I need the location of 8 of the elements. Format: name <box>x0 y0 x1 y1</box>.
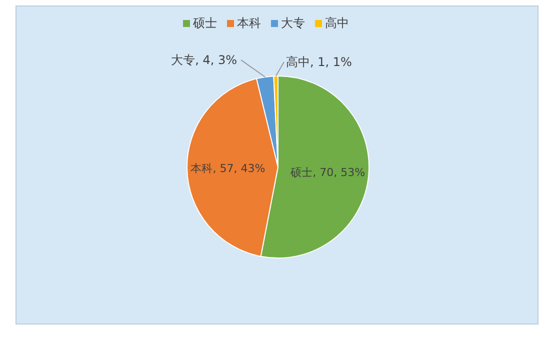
legend-label: 高中 <box>325 16 349 30</box>
legend-label: 硕士 <box>192 16 217 30</box>
data-label: 硕士, 70, 53% <box>290 166 366 179</box>
data-label: 本科, 57, 43% <box>190 162 266 176</box>
legend-label: 本科 <box>237 16 261 30</box>
data-label: 高中, 1, 1% <box>286 55 352 69</box>
data-label: 大专, 4, 3% <box>171 53 238 67</box>
legend-label: 大专 <box>281 16 305 30</box>
